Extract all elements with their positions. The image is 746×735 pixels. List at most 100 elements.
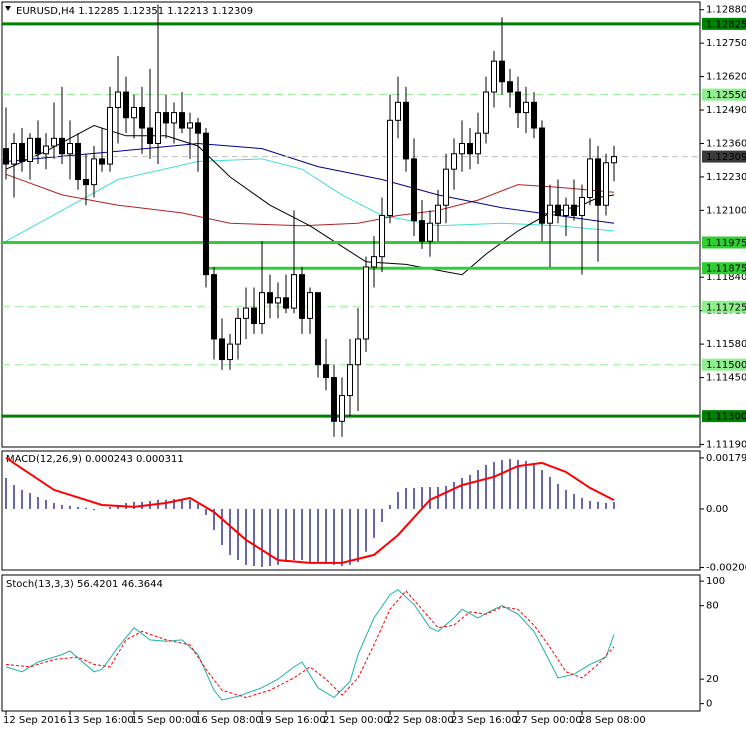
candle-body [307, 292, 313, 319]
x-tick-label: 22 Sep 08:00 [387, 715, 454, 726]
y-tick-label: 1.12100 [706, 205, 746, 216]
y-tick-label: 1.11190 [706, 439, 746, 450]
candle-body [507, 81, 513, 93]
candle-body [515, 91, 521, 114]
y-tick-label: 0 [706, 699, 712, 710]
x-tick-label: 16 Sep 08:00 [195, 715, 262, 726]
candle-body [227, 343, 233, 361]
candle-body [291, 274, 297, 309]
candle-body [75, 142, 81, 180]
x-tick-label: 12 Sep 2016 [3, 715, 66, 726]
candle-body [531, 101, 537, 129]
macd-title: MACD(12,26,9) 0.000243 0.000311 [6, 454, 184, 465]
y-tick-label: 1.12620 [706, 72, 746, 83]
x-tick-label: 23 Sep 16:00 [451, 715, 518, 726]
level-label: 1.12550 [706, 90, 746, 101]
level-label-box [702, 236, 746, 249]
candle-body [171, 112, 177, 124]
y-tick-label: 1.12750 [706, 38, 746, 49]
candle-body [435, 204, 441, 224]
candle-body [163, 112, 169, 124]
y-tick-label: 1.12880 [706, 5, 746, 16]
candle-body [83, 178, 89, 186]
candle-body [3, 148, 9, 165]
candle-body [251, 307, 257, 325]
indicator-line [5, 456, 615, 564]
y-tick-label: 1.12490 [706, 105, 746, 116]
stoch-title: Stoch(13,3,3) 56.4201 46.3644 [6, 579, 163, 590]
candle-body [59, 137, 65, 155]
candle-body [387, 119, 393, 216]
y-tick-label: 100 [706, 576, 725, 587]
level-label: 1.11500 [706, 360, 746, 371]
candle-body [539, 127, 545, 224]
candle-body [451, 153, 457, 170]
price-title: EURUSD,H4 1.12285 1.12351 1.12213 1.1230… [16, 6, 253, 17]
candle-body [267, 292, 273, 304]
level-label-box [702, 88, 746, 101]
candle-body [107, 106, 113, 165]
candle-body [587, 158, 593, 198]
indicator-line [5, 158, 615, 242]
candle-body [99, 158, 105, 165]
level-label-box [702, 262, 746, 275]
indicator-line [5, 589, 615, 701]
candle-body [467, 142, 473, 155]
candle-body [235, 317, 241, 345]
candle-body [35, 137, 41, 155]
candle-body [563, 204, 569, 216]
x-tick-label: 19 Sep 16:00 [259, 715, 326, 726]
candle-body [363, 266, 369, 340]
candle-body [139, 106, 145, 129]
macd-panel-frame [1, 450, 701, 571]
candle-body [331, 377, 337, 422]
level-label: 1.11875 [706, 264, 746, 275]
y-tick-label: 0.00 [706, 504, 728, 515]
x-tick-label: 27 Sep 00:00 [515, 715, 582, 726]
candle-body [187, 122, 193, 129]
y-tick-label: 1.12230 [706, 172, 746, 183]
candle-body [155, 112, 161, 144]
candle-body [523, 101, 529, 114]
level-label-box [702, 410, 746, 423]
candle-body [123, 91, 129, 119]
candle-body [283, 297, 289, 309]
candle-body [219, 338, 225, 361]
candle-body [203, 132, 209, 276]
candle-body [323, 364, 329, 379]
candle-body [555, 204, 561, 216]
y-tick-label: -0.002062 [706, 563, 746, 574]
candle-body [483, 91, 489, 134]
y-tick-label: 80 [706, 601, 719, 612]
candle-body [595, 158, 601, 206]
bid-label-box [702, 150, 746, 163]
candle-body [299, 274, 305, 319]
candle-body [315, 292, 321, 366]
candle-body [211, 274, 217, 340]
candle-body [179, 112, 185, 129]
y-tick-label: 1.12360 [706, 138, 746, 149]
level-label-box [702, 358, 746, 371]
x-tick-label: 21 Sep 00:00 [323, 715, 390, 726]
candle-body [19, 142, 25, 162]
candle-body [411, 158, 417, 222]
candle-body [491, 60, 497, 93]
x-tick-label: 28 Sep 08:00 [579, 715, 646, 726]
candle-body [91, 158, 97, 186]
candle-body [339, 395, 345, 422]
y-tick-label: 0.001797 [706, 453, 746, 464]
candle-body [371, 256, 377, 268]
symbol-icon [5, 6, 11, 11]
level-label: 1.11725 [706, 302, 746, 313]
candle-body [275, 297, 281, 304]
candle-body [427, 222, 433, 242]
candle-body [355, 338, 361, 366]
candle-body [571, 204, 577, 216]
candle-body [347, 364, 353, 397]
candle-body [611, 156, 617, 164]
candle-body [147, 127, 153, 144]
x-tick-label: 15 Sep 00:00 [131, 715, 198, 726]
